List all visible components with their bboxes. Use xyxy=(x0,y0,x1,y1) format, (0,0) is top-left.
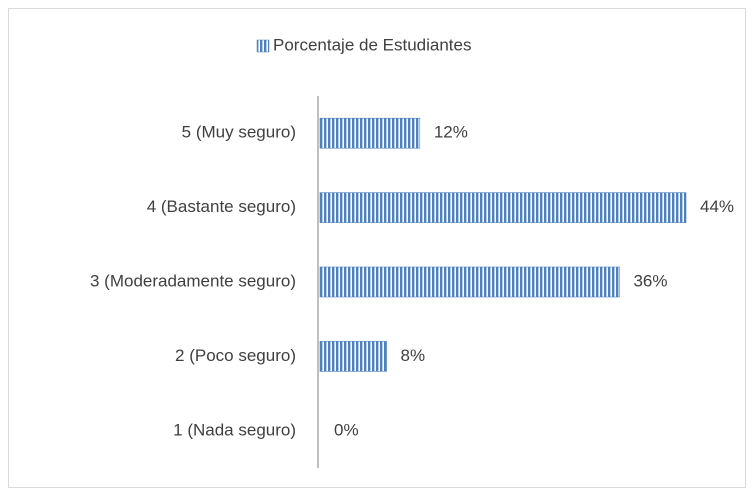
data-label: 44% xyxy=(700,197,734,216)
data-label: 12% xyxy=(434,123,468,142)
bar xyxy=(319,341,387,372)
data-label: 36% xyxy=(633,271,667,290)
y-tick-label: 3 (Moderadamente seguro) xyxy=(90,271,296,290)
y-tick-label: 4 (Bastante seguro) xyxy=(147,197,296,216)
chart-border xyxy=(8,8,746,488)
y-tick-label: 5 (Muy seguro) xyxy=(182,123,296,142)
bar xyxy=(319,192,687,223)
bar xyxy=(319,266,620,298)
y-tick-label: 2 (Poco seguro) xyxy=(175,346,296,365)
data-label: 8% xyxy=(401,346,426,365)
legend-label: Porcentaje de Estudiantes xyxy=(273,35,471,54)
y-tick-label: 1 (Nada seguro) xyxy=(173,420,296,439)
data-label: 0% xyxy=(334,420,359,439)
legend-swatch xyxy=(256,39,270,53)
bar xyxy=(319,117,421,149)
